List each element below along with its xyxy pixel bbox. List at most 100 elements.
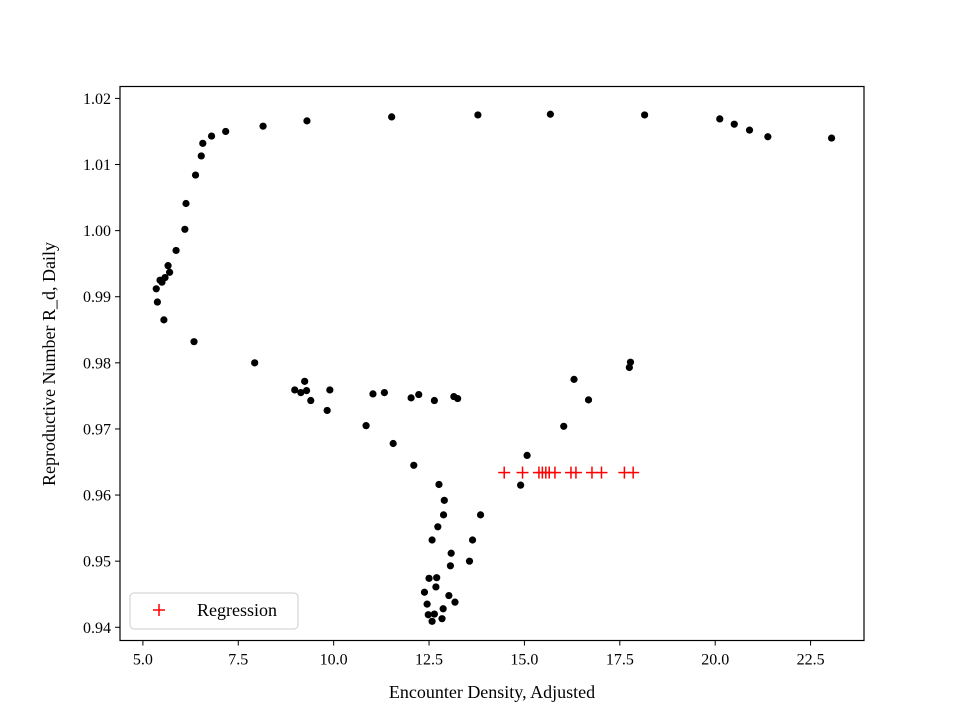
scatter-point <box>424 611 432 619</box>
x-tick-label: 7.5 <box>228 652 248 669</box>
plot-area-frame <box>119 85 865 642</box>
scatter-point <box>428 617 436 625</box>
scatter-point <box>438 615 446 623</box>
scatter-point <box>251 359 259 367</box>
scatter-point <box>430 610 438 618</box>
scatter-point <box>199 139 207 147</box>
scatter-point <box>517 481 525 489</box>
x-tick-label: 5.0 <box>133 652 153 669</box>
x-tick-label: 10.0 <box>320 652 348 669</box>
scatter-point <box>191 171 200 179</box>
scatter-point <box>447 549 455 557</box>
scatter-point <box>152 285 160 293</box>
scatter-point <box>451 598 459 606</box>
scatter-point <box>222 127 230 136</box>
scatter-point <box>425 574 433 582</box>
y-tick-label: 1.02 <box>83 91 111 108</box>
y-axis-label: Reproductive Number R_d, Daily <box>39 242 59 486</box>
x-tick-label: 12.5 <box>415 652 443 669</box>
scatter-point <box>626 358 635 366</box>
y-tick-label: 1.01 <box>83 157 111 174</box>
scatter-point <box>326 386 334 394</box>
scatter-point <box>428 536 436 544</box>
scatter-point <box>546 110 554 118</box>
scatter-point <box>369 390 377 398</box>
scatter-point <box>745 126 754 134</box>
scatter-point <box>827 134 836 142</box>
scatter-point <box>433 574 441 582</box>
scatter-point <box>301 377 309 385</box>
y-tick-label: 0.99 <box>83 289 111 306</box>
scatter-point <box>584 396 593 404</box>
scatter-point <box>259 122 267 130</box>
scatter-point <box>291 386 299 394</box>
scatter-point <box>420 588 429 596</box>
y-tick-label: 0.94 <box>83 620 111 637</box>
scatter-point <box>207 132 216 140</box>
scatter-point <box>190 338 198 346</box>
scatter-point <box>430 396 438 405</box>
x-axis-label: Encounter Density, Adjusted <box>389 682 595 702</box>
x-tick-label: 15.0 <box>510 652 538 669</box>
regression-plus-point <box>516 466 529 479</box>
scatter-point <box>160 316 168 324</box>
y-tick-label: 0.97 <box>83 421 111 438</box>
scatter-point <box>410 461 418 469</box>
scatter-point <box>560 422 568 430</box>
scatter-point <box>153 298 161 306</box>
legend: Regression <box>129 592 299 630</box>
data-points <box>152 110 836 625</box>
scatter-point <box>389 439 397 448</box>
scatter-point <box>523 451 531 459</box>
scatter-point <box>439 511 448 519</box>
scatter-point <box>434 523 442 531</box>
scatter-point <box>197 152 205 160</box>
y-axis-ticks: 0.94 0.95 0.96 0.97 0.98 0.99 1.00 1.01 1.02 <box>83 91 120 637</box>
regression-plus-point <box>498 466 511 479</box>
x-axis-ticks: 5.0 7.5 10.0 12.5 15.0 17.5 20.0 22.5 <box>133 640 825 669</box>
scatter-point <box>388 113 396 121</box>
scatter-point <box>181 225 189 233</box>
scatter-point <box>302 387 311 395</box>
scatter-point <box>465 557 474 565</box>
scatter-point <box>407 394 415 402</box>
scatter-point <box>446 562 455 570</box>
scatter-point <box>164 262 172 270</box>
scatter-point <box>435 480 443 489</box>
scatter-point <box>323 406 331 415</box>
y-tick-label: 0.95 <box>83 554 111 571</box>
scatter-point <box>415 390 423 399</box>
scatter-point <box>476 511 485 519</box>
scatter-point <box>764 133 772 141</box>
scatter-point <box>172 246 180 255</box>
scatter-point <box>474 111 482 119</box>
x-tick-label: 20.0 <box>701 652 729 669</box>
scatter-point <box>440 496 448 504</box>
scatter-point <box>307 396 315 405</box>
scatter-point <box>445 591 453 600</box>
scatter-point <box>570 375 578 383</box>
scatter-point <box>297 388 305 397</box>
scatter-point <box>454 394 462 403</box>
scatter-point <box>730 120 738 128</box>
legend-label-regression: Regression <box>197 600 277 620</box>
scatter-point <box>303 117 311 125</box>
y-tick-label: 0.98 <box>83 355 111 372</box>
scatter-point <box>380 388 389 397</box>
regression-plus-point <box>627 466 640 479</box>
legend-box <box>129 592 299 630</box>
scatter-point <box>468 536 477 544</box>
scatter-point <box>641 111 649 119</box>
scatter-point <box>716 115 724 123</box>
x-tick-label: 17.5 <box>606 652 634 669</box>
regression-plus-point <box>548 466 561 479</box>
regression-plus-point <box>595 466 608 479</box>
scatter-point <box>166 268 174 276</box>
x-tick-label: 22.5 <box>797 652 825 669</box>
scatter-point <box>432 583 440 591</box>
scatter-point <box>423 600 431 608</box>
legend-marker-plus-icon <box>153 604 165 616</box>
scatter-point <box>182 199 190 208</box>
